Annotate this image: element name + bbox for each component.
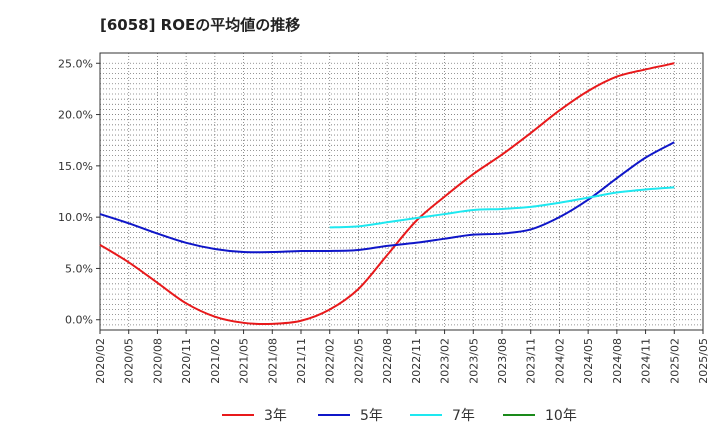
- x-tick-label: 2023/02: [439, 338, 452, 384]
- x-tick-label: 2020/11: [180, 338, 193, 384]
- legend-item-2: 7年: [410, 404, 475, 426]
- y-tick-label: 5.0%: [65, 262, 93, 275]
- x-tick-label: 2024/05: [582, 338, 595, 384]
- x-tick-label: 2020/05: [123, 338, 136, 384]
- legend-item-1: 5年: [318, 404, 383, 426]
- x-tick-label: 2021/11: [295, 338, 308, 384]
- series-line-0: [99, 62, 675, 325]
- legend-label: 3年: [264, 408, 287, 424]
- legend-label: 7年: [452, 408, 475, 424]
- legend-item-3: 10年: [503, 404, 577, 426]
- x-tick-label: 2021/05: [238, 338, 251, 384]
- x-tick-label: 2024/11: [640, 338, 653, 384]
- y-tick-label: 20.0%: [58, 109, 93, 122]
- x-tick-label: 2024/08: [611, 338, 624, 384]
- x-tick-label: 2020/02: [94, 338, 107, 384]
- x-tick-label: 2022/08: [381, 338, 394, 384]
- y-tick-label: 15.0%: [58, 160, 93, 173]
- legend-swatch: [503, 414, 535, 416]
- x-tick-label: 2022/11: [410, 338, 423, 384]
- chart-title: [6058] ROEの平均値の推移: [100, 16, 301, 34]
- legend-item-0: 3年: [222, 404, 287, 426]
- legend-label: 5年: [360, 408, 383, 424]
- x-tick-label: 2025/05: [697, 338, 710, 384]
- x-tick-label: 2022/02: [324, 338, 337, 384]
- y-tick-label: 0.0%: [65, 314, 93, 327]
- x-tick-label: 2025/02: [668, 338, 681, 384]
- legend-swatch: [410, 414, 442, 416]
- plot-frame: [99, 52, 704, 331]
- x-tick-label: 2021/02: [209, 338, 222, 384]
- chart-legend: 3年 5年 7年 10年: [0, 404, 720, 426]
- y-tick-label: 25.0%: [58, 57, 93, 70]
- legend-swatch: [222, 414, 254, 416]
- legend-label: 10年: [545, 408, 577, 424]
- x-tick-label: 2021/08: [266, 338, 279, 384]
- x-tick-label: 2023/11: [525, 338, 538, 384]
- x-tick-label: 2024/02: [553, 338, 566, 384]
- x-tick-label: 2020/08: [151, 338, 164, 384]
- x-tick-label: 2023/08: [496, 338, 509, 384]
- plot-area: [100, 53, 703, 330]
- y-tick-label: 10.0%: [58, 211, 93, 224]
- series-line-2: [329, 186, 675, 229]
- series-line-1: [99, 141, 675, 254]
- x-tick-label: 2023/05: [467, 338, 480, 384]
- x-tick-label: 2022/05: [352, 338, 365, 384]
- legend-swatch: [318, 414, 350, 416]
